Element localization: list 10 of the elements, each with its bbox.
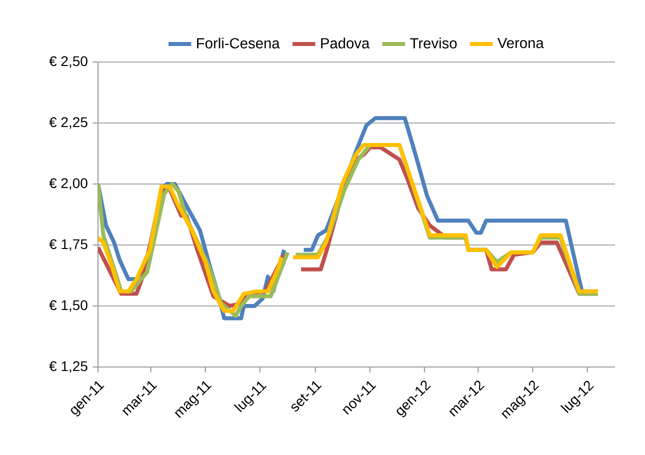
legend-label: Verona: [497, 38, 544, 48]
y-tick-label: € 1,75: [49, 239, 88, 251]
y-tick-label: € 2,50: [49, 56, 88, 68]
y-tick-label: € 1,25: [49, 361, 88, 373]
y-tick-label: € 2,00: [49, 178, 88, 190]
y-tick-label: € 2,25: [49, 117, 88, 129]
legend-label: Padova: [321, 38, 370, 48]
y-tick-label: € 1,50: [49, 300, 88, 312]
legend-label: Treviso: [410, 38, 457, 48]
legend-label: Forli-Cesena: [197, 38, 280, 48]
